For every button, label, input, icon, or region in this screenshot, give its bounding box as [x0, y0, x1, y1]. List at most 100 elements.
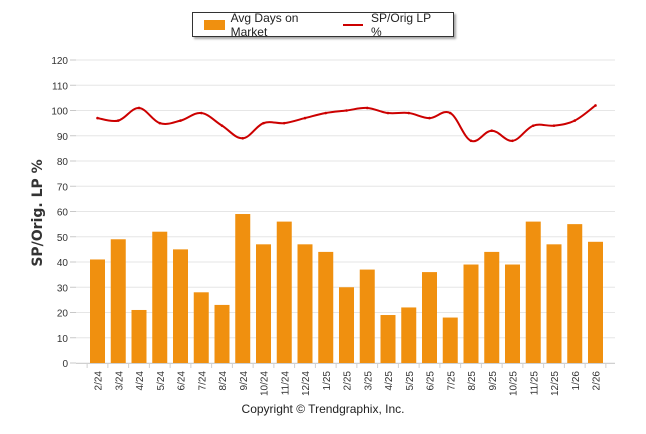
legend-item-avg-days[interactable]: Avg Days on Market — [204, 11, 327, 39]
x-tick-label: 10/24 — [260, 371, 271, 396]
bar — [297, 244, 313, 363]
x-tick-label: 2/25 — [343, 371, 354, 391]
bar — [422, 272, 437, 363]
x-tick-label: 6/25 — [426, 371, 437, 391]
y-tick-label: 70 — [57, 182, 69, 193]
y-tick-label: 90 — [57, 132, 69, 143]
bar — [131, 309, 147, 363]
x-tick-label: 1/25 — [322, 371, 333, 391]
y-tick-label: 110 — [52, 81, 68, 92]
y-tick-label: 60 — [57, 208, 69, 219]
legend-item-sp-orig[interactable]: SP/Orig LP % — [343, 11, 437, 39]
x-tick-label: 12/25 — [550, 371, 561, 396]
copyright-footer: Copyright © Trendgraphix, Inc. — [241, 402, 405, 416]
line-point — [594, 104, 597, 107]
bar — [110, 239, 126, 363]
bar — [173, 249, 188, 363]
bar — [235, 214, 251, 363]
x-tick-label: 7/24 — [197, 371, 208, 391]
y-tick-label: 0 — [62, 359, 68, 370]
line-point — [345, 109, 348, 112]
x-tick-label: 7/25 — [446, 371, 457, 391]
line-point — [324, 111, 328, 115]
legend-label: Avg Days on Market — [230, 10, 299, 39]
y-axis-label: SP/Orig. LP % — [30, 159, 46, 267]
bar — [588, 241, 603, 363]
line-swatch-icon — [343, 23, 364, 26]
x-axis-ticks: 2/24 3/24 4/24 5/24 6/24 7/24 8/24 9/24 10/24 11/… — [86, 363, 607, 396]
bar-series — [90, 214, 603, 363]
line-point — [448, 111, 452, 115]
bar — [484, 251, 500, 363]
line-point — [490, 129, 494, 132]
bar — [339, 287, 354, 363]
bar — [90, 259, 105, 363]
x-tick-label: 10/25 — [509, 371, 520, 396]
line-point — [220, 124, 224, 127]
x-tick-label: 5/24 — [156, 371, 167, 391]
bar — [359, 269, 375, 363]
x-tick-label: 9/25 — [488, 371, 499, 391]
bar — [318, 251, 334, 363]
line-point — [96, 116, 99, 120]
x-tick-label: 4/24 — [135, 371, 146, 391]
bar — [567, 224, 583, 363]
bar — [463, 264, 479, 363]
bar — [442, 317, 458, 363]
x-tick-label: 2/24 — [94, 371, 105, 391]
x-tick-label: 4/25 — [384, 371, 395, 391]
legend-label: SP/Orig LP % — [371, 10, 431, 39]
x-tick-label: 8/25 — [467, 371, 478, 391]
line-point — [137, 106, 141, 110]
line-point — [116, 119, 120, 122]
line-point — [469, 139, 473, 143]
line-point — [531, 124, 535, 127]
bar — [152, 231, 168, 363]
x-tick-label: 8/24 — [218, 371, 229, 391]
line-point — [282, 121, 286, 125]
line-point — [511, 139, 514, 143]
x-tick-label: 1/26 — [571, 371, 582, 391]
y-tick-label: 100 — [51, 107, 68, 118]
line-point — [303, 116, 307, 120]
line-point — [179, 119, 182, 122]
line-point — [428, 116, 431, 120]
y-tick-label: 120 — [51, 56, 68, 67]
x-tick-label: 2/26 — [592, 371, 603, 391]
line-point — [241, 136, 245, 140]
y-tick-label: 10 — [57, 334, 69, 345]
line-point — [365, 106, 369, 110]
y-tick-label: 50 — [57, 233, 69, 244]
bar — [546, 244, 562, 363]
bar — [276, 221, 292, 363]
bar — [525, 221, 541, 363]
y-tick-label: 20 — [57, 309, 69, 320]
x-tick-label: 3/24 — [114, 371, 125, 391]
x-tick-label: 11/24 — [280, 371, 291, 396]
y-tick-label: 30 — [57, 283, 69, 294]
bar — [193, 292, 209, 363]
line-point — [262, 121, 265, 125]
bar — [214, 304, 230, 363]
x-tick-label: 6/24 — [177, 371, 188, 391]
x-tick-label: 12/24 — [301, 371, 312, 396]
x-tick-label: 3/25 — [363, 371, 374, 391]
bar — [401, 307, 417, 363]
y-tick-label: 80 — [57, 157, 69, 168]
bar-swatch-icon — [204, 19, 225, 30]
line-point — [199, 111, 203, 115]
bar — [380, 315, 396, 363]
bar — [505, 264, 520, 363]
legend: Avg Days on Market SP/Orig LP % — [192, 11, 454, 39]
line-point — [158, 121, 162, 125]
line-series — [96, 104, 597, 143]
y-axis-ticks: 0 10 20 30 40 50 60 70 80 90 100 110 120 — [51, 56, 76, 370]
line-point — [386, 111, 390, 115]
y-tick-label: 40 — [57, 258, 69, 269]
x-tick-label: 9/24 — [239, 371, 250, 391]
x-tick-label: 5/25 — [405, 371, 416, 391]
line-point — [573, 119, 577, 122]
bar — [256, 244, 271, 363]
line-point — [552, 124, 556, 127]
